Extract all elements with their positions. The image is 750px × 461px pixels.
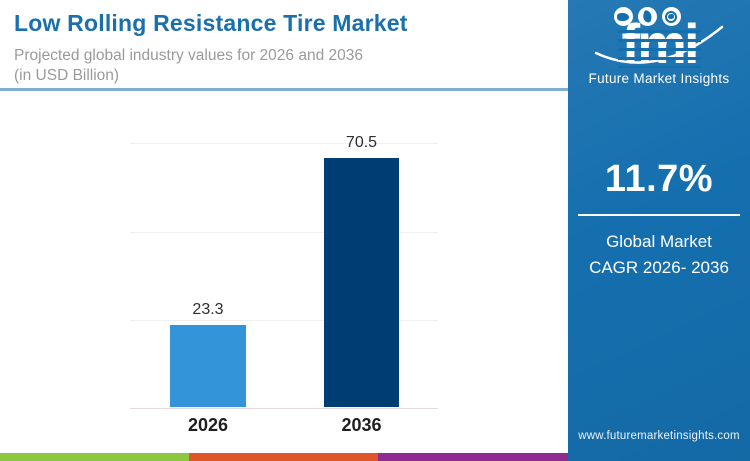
x-tick-label-2026: 2026	[187, 415, 229, 435]
bar-value-label: 70.5	[345, 134, 378, 151]
gridline-75	[130, 143, 438, 144]
bar-2036	[324, 158, 399, 407]
header: Low Rolling Resistance Tire Market Proje…	[14, 10, 559, 87]
header-divider	[0, 88, 568, 91]
footer-color-strip	[0, 453, 568, 461]
cagr-caption: Global Market CAGR 2026- 2036	[568, 229, 750, 282]
fmi-logo: fmi Future Market Insights	[568, 7, 750, 86]
bar-value-label: 23.3	[192, 301, 224, 318]
globe-icon	[661, 7, 681, 26]
cagr-caption-line-2: CAGR 2026- 2036	[589, 258, 729, 278]
bar-chart: 23.3 2026 70.5 2036	[0, 92, 568, 452]
brand-sidebar: fmi Future Market Insights 11.7% Global …	[568, 0, 750, 461]
bar-group-2026: 23.3 2026	[170, 301, 246, 435]
cagr-caption-line-1: Global Market	[606, 232, 712, 251]
us-map-icon	[613, 7, 633, 26]
logo-caption: Future Market Insights	[588, 70, 730, 86]
page-title: Low Rolling Resistance Tire Market	[14, 10, 408, 36]
wordmark-stripes	[617, 24, 701, 68]
subtitle-line-2: (in USD Billion)	[14, 67, 120, 85]
strip-purple	[378, 453, 568, 461]
cagr-stat: 11.7% Global Market CAGR 2026- 2036	[568, 158, 750, 282]
bar-group-2036: 70.5 2036	[324, 134, 399, 435]
website-url: www.futuremarketinsights.com	[578, 430, 740, 442]
gridline-50	[130, 232, 438, 233]
page-subtitle: Projected global industry values for 202…	[14, 46, 559, 87]
stat-divider	[578, 214, 740, 216]
cagr-value: 11.7%	[604, 158, 714, 200]
x-axis-line	[130, 408, 438, 409]
logo-icon-row	[612, 7, 682, 26]
subtitle-line-1: Projected global industry values for 202…	[14, 47, 363, 64]
strip-orange	[189, 453, 378, 461]
x-tick-label-2036: 2036	[341, 415, 382, 435]
gridline-25	[130, 320, 438, 321]
compass-icon	[637, 7, 657, 26]
bar-2026	[170, 325, 246, 407]
strip-green	[0, 453, 189, 461]
